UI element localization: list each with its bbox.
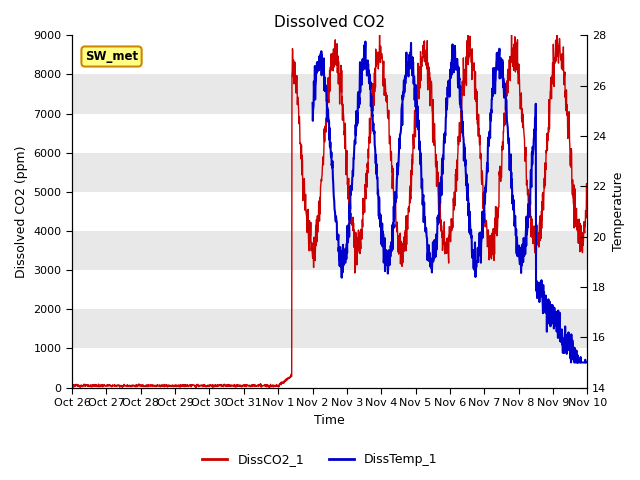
Bar <box>72 192 588 231</box>
Bar <box>72 348 588 388</box>
Title: Dissolved CO2: Dissolved CO2 <box>274 15 385 30</box>
Legend: DissCO2_1, DissTemp_1: DissCO2_1, DissTemp_1 <box>197 448 443 471</box>
Y-axis label: Dissolved CO2 (ppm): Dissolved CO2 (ppm) <box>15 145 28 278</box>
X-axis label: Time: Time <box>314 414 345 427</box>
Bar <box>72 270 588 309</box>
Y-axis label: Temperature: Temperature <box>612 172 625 251</box>
Text: SW_met: SW_met <box>85 50 138 63</box>
Bar <box>72 36 588 74</box>
Bar <box>72 114 588 153</box>
